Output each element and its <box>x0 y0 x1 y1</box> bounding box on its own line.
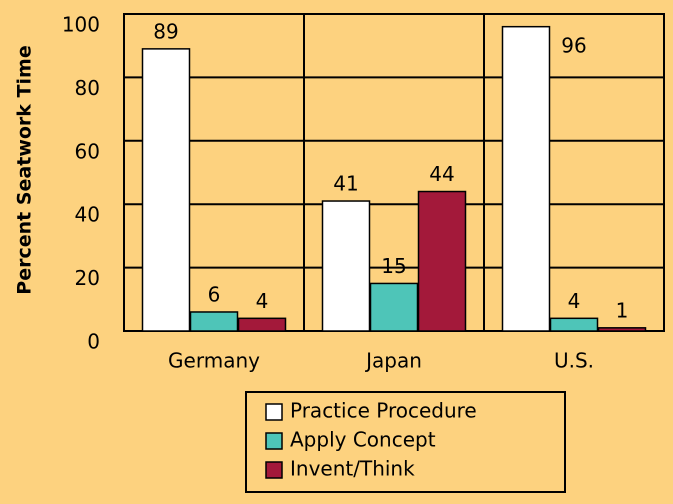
y-tick-label: 100 <box>62 13 100 37</box>
y-tick-label: 60 <box>75 139 100 163</box>
x-tick-label: Japan <box>364 349 422 373</box>
data-label: 41 <box>333 172 358 196</box>
y-axis-title: Percent Seatwork Time <box>14 45 36 294</box>
legend-swatch <box>265 403 283 421</box>
y-tick-label: 80 <box>75 76 100 100</box>
bar <box>141 48 191 332</box>
legend-label: Invent/Think <box>290 457 415 481</box>
data-label: 6 <box>208 282 221 306</box>
bar <box>321 200 371 332</box>
data-label: 44 <box>429 162 454 186</box>
legend-label: Apply Concept <box>290 428 436 452</box>
bar <box>417 190 467 332</box>
data-label: 96 <box>561 34 586 58</box>
bar <box>549 317 599 332</box>
bar <box>597 327 647 332</box>
legend-label: Practice Procedure <box>290 399 477 423</box>
y-tick-label: 40 <box>75 203 100 227</box>
bar <box>369 282 419 332</box>
legend-swatch <box>265 432 283 450</box>
data-label: 4 <box>568 289 581 313</box>
data-label: 15 <box>381 254 406 278</box>
x-tick-label: Germany <box>168 349 260 373</box>
data-label: 1 <box>616 298 629 322</box>
y-tick-label: 0 <box>87 330 100 354</box>
x-tick-label: U.S. <box>554 349 594 373</box>
data-label: 89 <box>153 19 178 43</box>
legend-swatch <box>265 461 283 479</box>
legend <box>245 391 566 493</box>
bar <box>237 317 287 332</box>
bar <box>501 25 551 332</box>
data-label: 4 <box>256 289 269 313</box>
y-tick-label: 20 <box>75 266 100 290</box>
bar <box>189 311 239 332</box>
